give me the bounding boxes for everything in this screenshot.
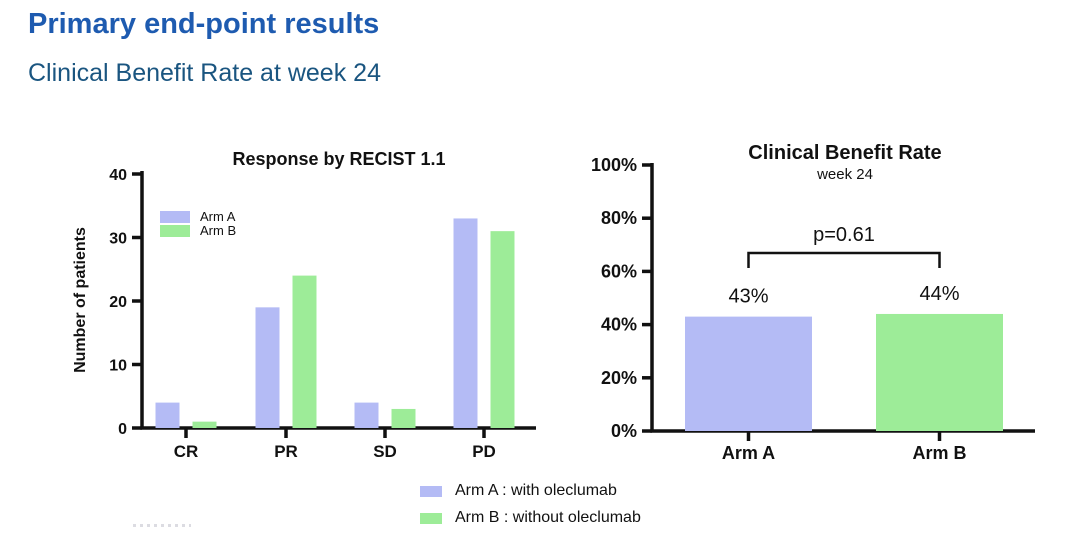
y-tick-label: 40% <box>601 315 637 335</box>
x-tick-label: CR <box>174 442 199 461</box>
y-axis-label: Number of patients <box>72 227 89 373</box>
significance-bracket <box>747 251 941 268</box>
footer-legend: Arm A : with oleclumab Arm B : without ol… <box>420 481 641 535</box>
page-title: Primary end-point results <box>28 8 380 40</box>
bar-arm-a-pd <box>453 218 478 428</box>
chart-title: Clinical Benefit Rate <box>748 142 941 164</box>
y-tick-label: 80% <box>601 208 637 228</box>
legend-label: Arm B <box>200 223 236 238</box>
p-value-label: p=0.61 <box>813 224 875 246</box>
bar-arm-b-pd <box>490 231 515 428</box>
legend-label: Arm B : without oleclumab <box>455 509 641 526</box>
bar-arm-b <box>876 313 1003 431</box>
clinical-benefit-rate-chart: Clinical Benefit Rate week 24 0% 20% 40% 60% 8… <box>591 142 1035 463</box>
y-tick-label: 30 <box>109 231 127 248</box>
y-tick-label: 20% <box>601 368 637 388</box>
bar-arm-b-cr <box>192 421 217 428</box>
legend-label: Arm A <box>200 209 236 224</box>
bar-value-label: 44% <box>919 283 959 305</box>
y-tick-label: 60% <box>601 261 637 281</box>
chart-title: Response by RECIST 1.1 <box>232 149 445 169</box>
x-tick-label: Arm B <box>912 443 966 463</box>
footer-legend-item: Arm B : without oleclumab <box>420 508 641 528</box>
x-tick-label: Arm A <box>722 443 775 463</box>
legend-swatch <box>420 512 442 524</box>
y-tick-label: 100% <box>591 155 637 175</box>
y-tick-label: 0 <box>118 421 127 438</box>
faint-watermark-dots <box>133 524 191 527</box>
bar-arm-a-sd <box>354 402 379 428</box>
footer-legend-item: Arm A : with oleclumab <box>420 481 641 501</box>
y-tick-label: 20 <box>109 294 127 311</box>
legend-label: Arm A : with oleclumab <box>455 482 617 499</box>
bar-value-label: 43% <box>728 286 768 308</box>
y-tick-label: 10 <box>109 358 127 375</box>
bar-arm-b-pr <box>292 275 317 428</box>
legend-swatch <box>160 211 190 223</box>
y-tick-label: 0% <box>611 421 637 441</box>
x-tick-label: PR <box>274 442 298 461</box>
legend-swatch <box>160 225 190 237</box>
y-tick-label: 40 <box>109 167 127 184</box>
legend-swatch <box>420 485 442 497</box>
bar-arm-a-cr <box>155 402 180 428</box>
x-tick-label: PD <box>472 442 496 461</box>
recist-response-chart: Response by RECIST 1.1 Number of patients… <box>72 149 536 461</box>
bar-arm-b-sd <box>391 408 416 428</box>
bar-arm-a <box>685 316 812 431</box>
chart-subtitle: week 24 <box>816 166 873 183</box>
page-subtitle: Clinical Benefit Rate at week 24 <box>28 59 381 87</box>
bar-arm-a-pr <box>255 307 280 428</box>
x-tick-label: SD <box>373 442 397 461</box>
